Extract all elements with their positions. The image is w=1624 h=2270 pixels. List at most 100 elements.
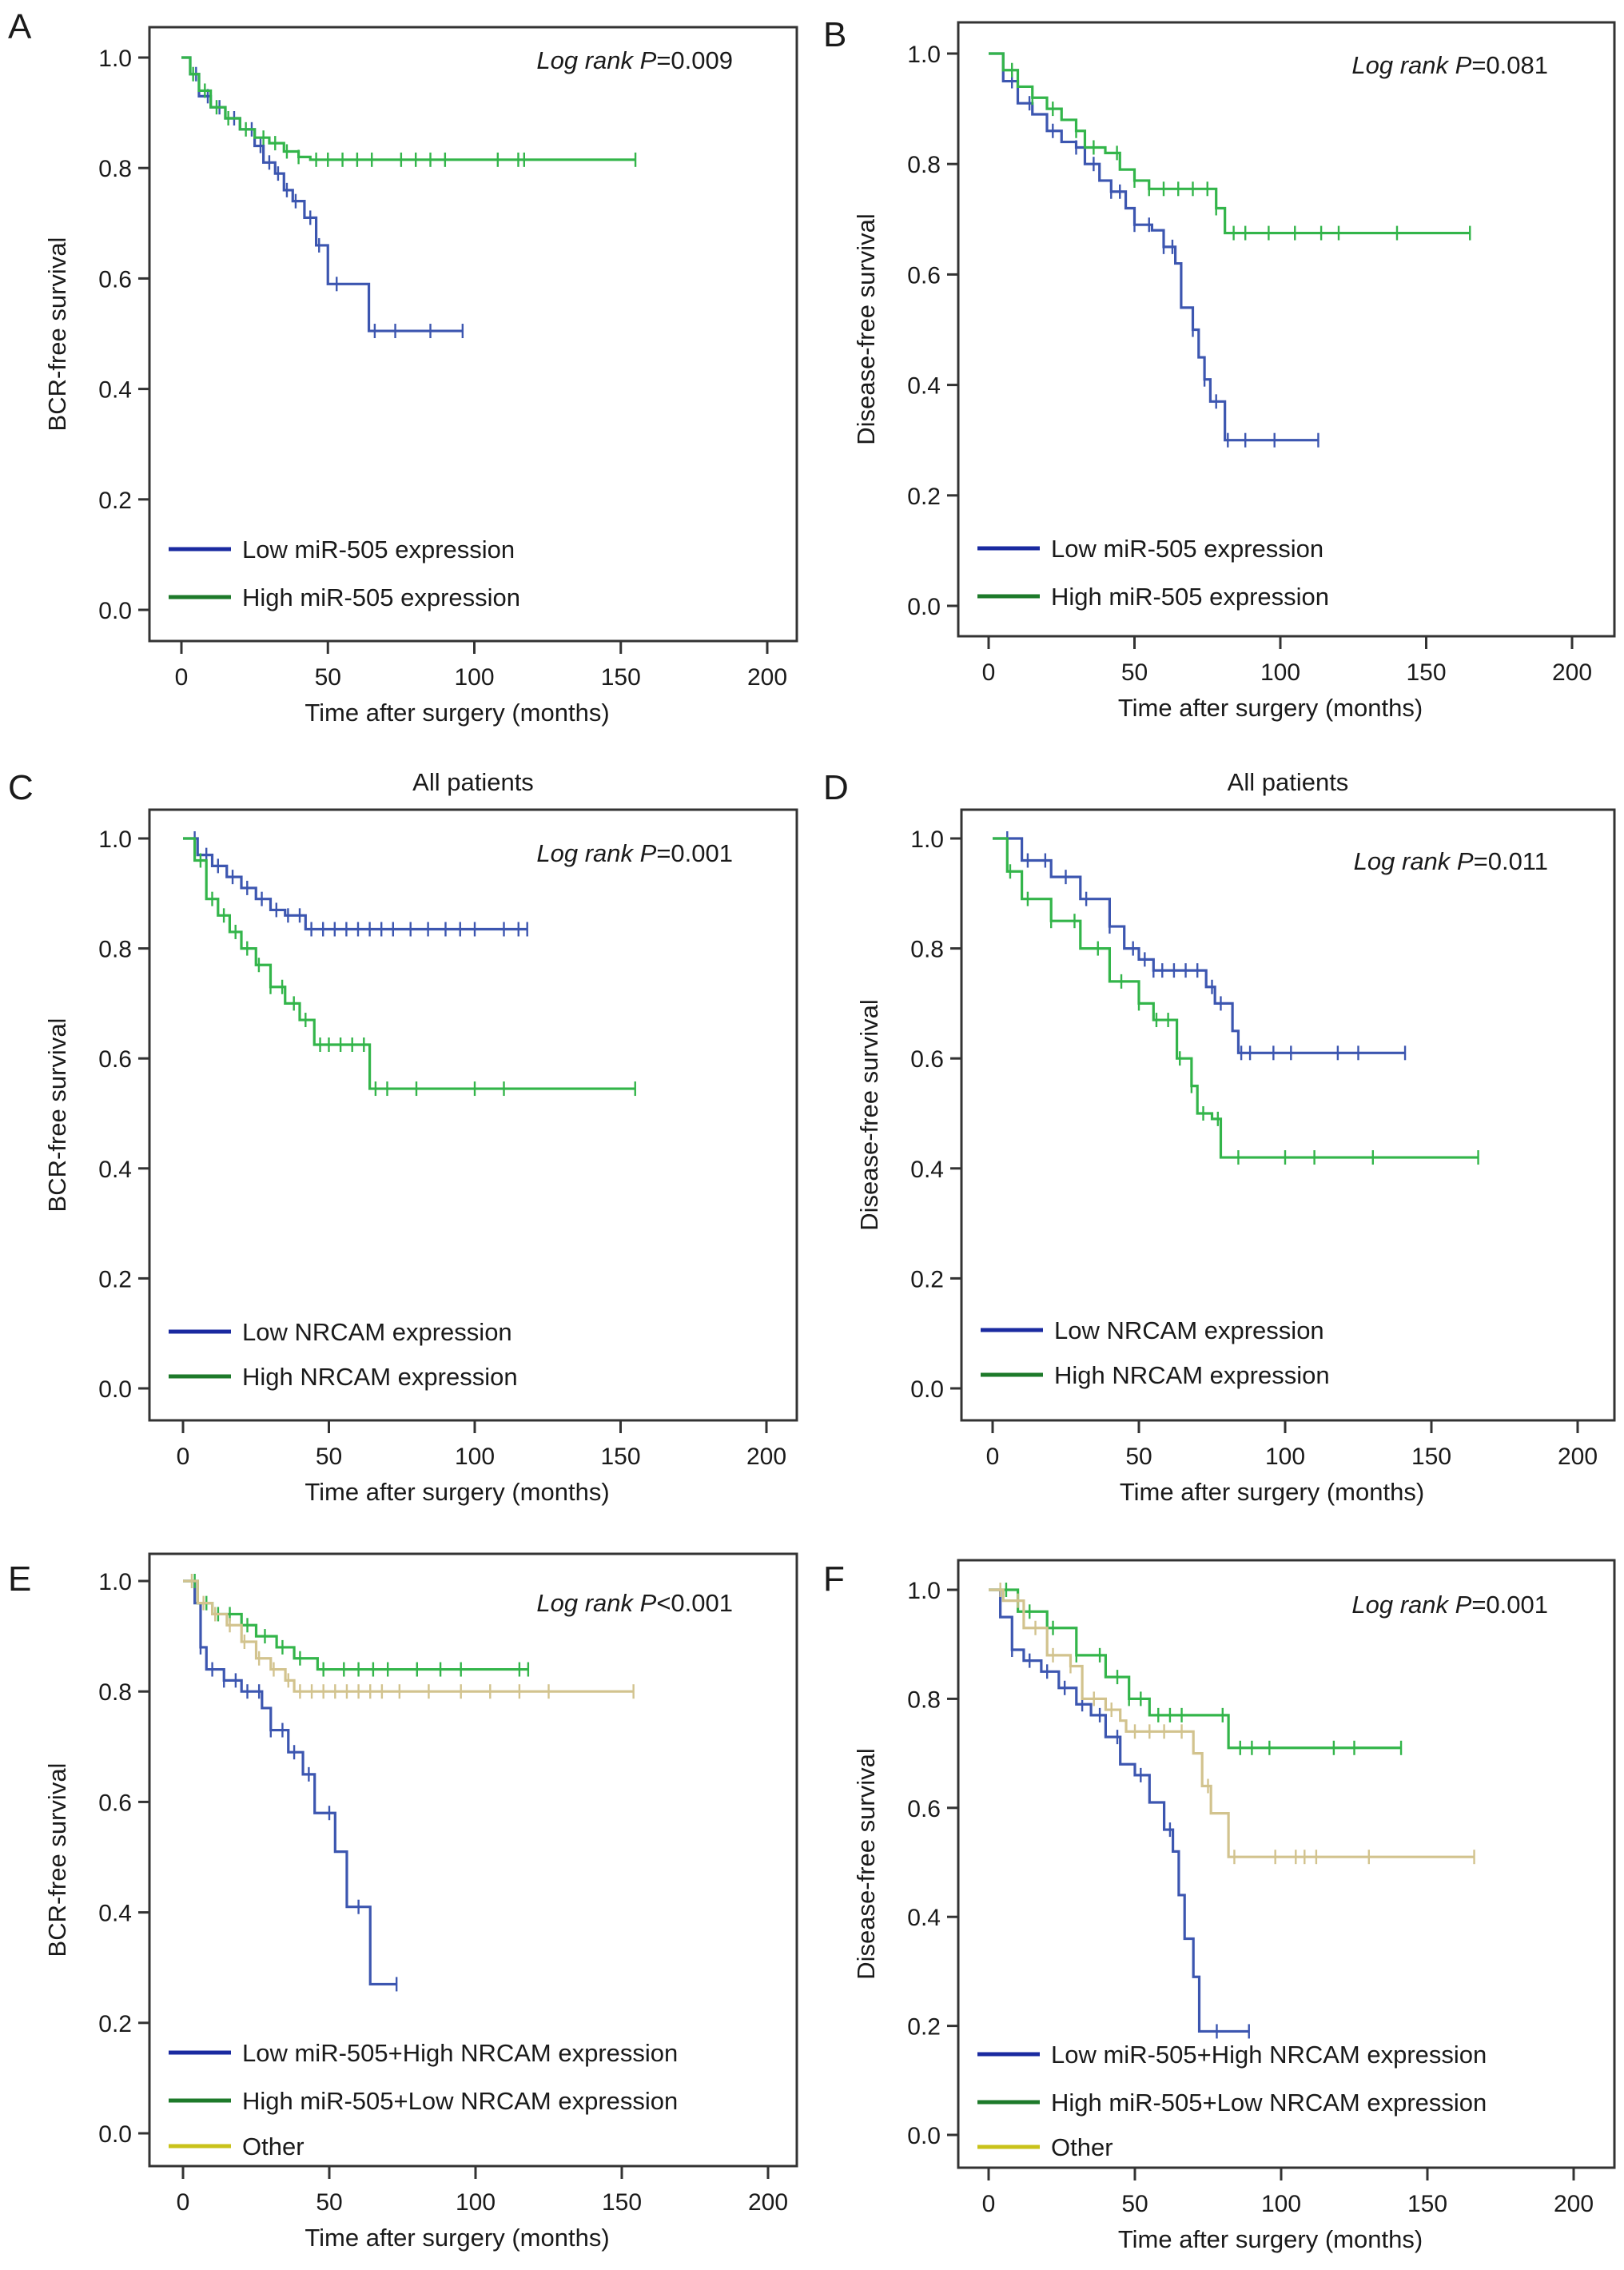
series-1-curve: [989, 1583, 1403, 1755]
survival-step-line: [993, 837, 1406, 1054]
panel-e: E 0.0 0.2 0.4 0.6 0.8 1.0 0 50 100 150 200 Time afte…: [8, 1552, 798, 2252]
survival-step-line: [183, 1579, 397, 1986]
y-tick-label: 0.6: [98, 1790, 132, 1816]
y-axis-title: BCR-free survival: [43, 1763, 71, 1957]
y-axis-title: Disease-free survival: [852, 213, 880, 444]
annotation-p: P: [640, 839, 657, 867]
x-tick-label: 150: [1406, 659, 1446, 686]
x-tick-label: 50: [316, 1444, 342, 1470]
annotation-prefix: Log rank: [1351, 51, 1455, 79]
legend-label: High miR-505 expression: [1051, 583, 1329, 611]
x-tick-label: 50: [1121, 2191, 1148, 2217]
x-tick-label: 0: [982, 2191, 996, 2217]
x-axis-title: Time after surgery (months): [1120, 1478, 1424, 1506]
survival-step-line: [989, 52, 1319, 442]
x-tick-label: 200: [747, 664, 787, 691]
x-tick-label: 0: [982, 659, 996, 686]
y-tick-label: 1.0: [910, 826, 944, 853]
y-tick-label: 1.0: [907, 42, 941, 68]
y-tick-label: 0.8: [907, 152, 941, 178]
series-0-curve: [989, 52, 1320, 448]
x-axis-title: Time after surgery (months): [1118, 694, 1423, 722]
annotation-p: P: [640, 1589, 657, 1617]
legend-label: High NRCAM expression: [242, 1363, 518, 1391]
y-axis-title: Disease-free survival: [852, 1748, 880, 1979]
panel-letter: D: [823, 768, 849, 807]
series-2-curve: [989, 1583, 1475, 1865]
panel-letter: E: [8, 1559, 31, 1599]
x-tick-label: 100: [1261, 2191, 1301, 2217]
y-tick-label: 0.0: [907, 594, 941, 620]
x-tick-label: 150: [1407, 2191, 1447, 2217]
survival-step-line: [181, 56, 463, 333]
annotation-p: P: [640, 46, 657, 74]
x-tick-label: 100: [456, 2189, 496, 2216]
x-tick-label: 150: [602, 2189, 642, 2216]
y-tick-label: 0.8: [98, 937, 132, 963]
y-tick-label: 0.0: [907, 2123, 941, 2149]
y-axis-title: Disease-free survival: [855, 999, 883, 1230]
y-tick-label: 0.8: [98, 1679, 132, 1706]
x-tick-label: 200: [1552, 659, 1592, 686]
panel-c: C All patients 0.0 0.2 0.4 0.6 0.8 1.0 0 50 100 150…: [8, 768, 798, 1506]
y-tick-label: 1.0: [98, 826, 132, 853]
x-tick-label: 150: [601, 664, 641, 691]
plot-frame: [960, 808, 1616, 1422]
log-rank-annotation: Log rank P=0.009: [536, 46, 733, 74]
x-tick-label: 100: [455, 1444, 495, 1470]
y-axis-title: BCR-free survival: [43, 1018, 71, 1213]
legend-label: Other: [242, 2133, 304, 2160]
legend-label: Low miR-505+High NRCAM expression: [242, 2039, 678, 2067]
y-tick-label: 0.2: [98, 1266, 132, 1292]
annotation-prefix: Log rank: [536, 1589, 639, 1617]
legend-label: Low miR-505 expression: [1051, 535, 1323, 563]
panel-letter: A: [8, 7, 32, 46]
survival-step-line: [183, 837, 527, 931]
panel-subtitle: All patients: [412, 768, 534, 796]
y-tick-label: 0.0: [98, 2121, 132, 2148]
panel-letter: B: [823, 15, 846, 54]
y-tick-label: 0.8: [98, 156, 132, 182]
log-rank-annotation: Log rank P<0.001: [536, 1589, 733, 1617]
series-0-curve: [183, 831, 528, 937]
plot-frame: [148, 808, 798, 1422]
annotation-p: P: [1457, 847, 1474, 875]
series-2-curve: [183, 1574, 635, 1699]
survival-step-line: [989, 1588, 1475, 1858]
log-rank-annotation: Log rank P=0.011: [1354, 847, 1548, 875]
legend-label: Low miR-505 expression: [242, 536, 515, 564]
series-0-curve: [993, 831, 1407, 1061]
survival-step-line: [989, 52, 1471, 235]
series-0-curve: [183, 1579, 398, 1992]
plot-frame: [957, 21, 1616, 638]
x-tick-label: 0: [986, 1444, 1000, 1470]
panel-letter: C: [8, 768, 34, 807]
annotation-prefix: Log rank: [536, 839, 639, 867]
legend-label: Other: [1051, 2133, 1113, 2161]
annotation-p: P: [1455, 1591, 1472, 1619]
y-tick-label: 0.4: [907, 1905, 941, 1931]
y-tick-label: 0.0: [910, 1376, 944, 1403]
legend-label: High miR-505+Low NRCAM expression: [1051, 2089, 1487, 2117]
y-tick-label: 0.2: [910, 1266, 944, 1292]
y-tick-label: 1.0: [98, 1569, 132, 1595]
x-tick-label: 150: [600, 1444, 640, 1470]
x-tick-label: 0: [177, 1444, 190, 1470]
legend-label: Low NRCAM expression: [1054, 1316, 1324, 1344]
y-tick-label: 0.2: [98, 488, 132, 514]
survival-step-line: [183, 837, 635, 1090]
log-rank-annotation: Log rank P=0.001: [536, 839, 733, 867]
legend-label: Low NRCAM expression: [242, 1318, 512, 1346]
x-tick-label: 200: [1554, 2191, 1594, 2217]
annotation-prefix: Log rank: [536, 46, 639, 74]
x-axis-title: Time after surgery (months): [304, 2224, 609, 2252]
panel-f: F 0.0 0.2 0.4 0.6 0.8 1.0 0 50 100 150 200 Time afte…: [823, 1559, 1616, 2253]
x-axis-title: Time after surgery (months): [1118, 2225, 1423, 2253]
legend-label: High miR-505+Low NRCAM expression: [242, 2087, 678, 2115]
series-1-curve: [181, 56, 637, 167]
log-rank-annotation: Log rank P=0.081: [1351, 51, 1548, 79]
plot-frame: [148, 1552, 798, 2168]
y-tick-label: 0.6: [98, 1046, 132, 1073]
y-tick-label: 0.4: [98, 377, 132, 404]
panel-a: A 0.0 0.2 0.4 0.6 0.8 1.0 0 50 100 150 200 Time afte…: [8, 7, 798, 727]
